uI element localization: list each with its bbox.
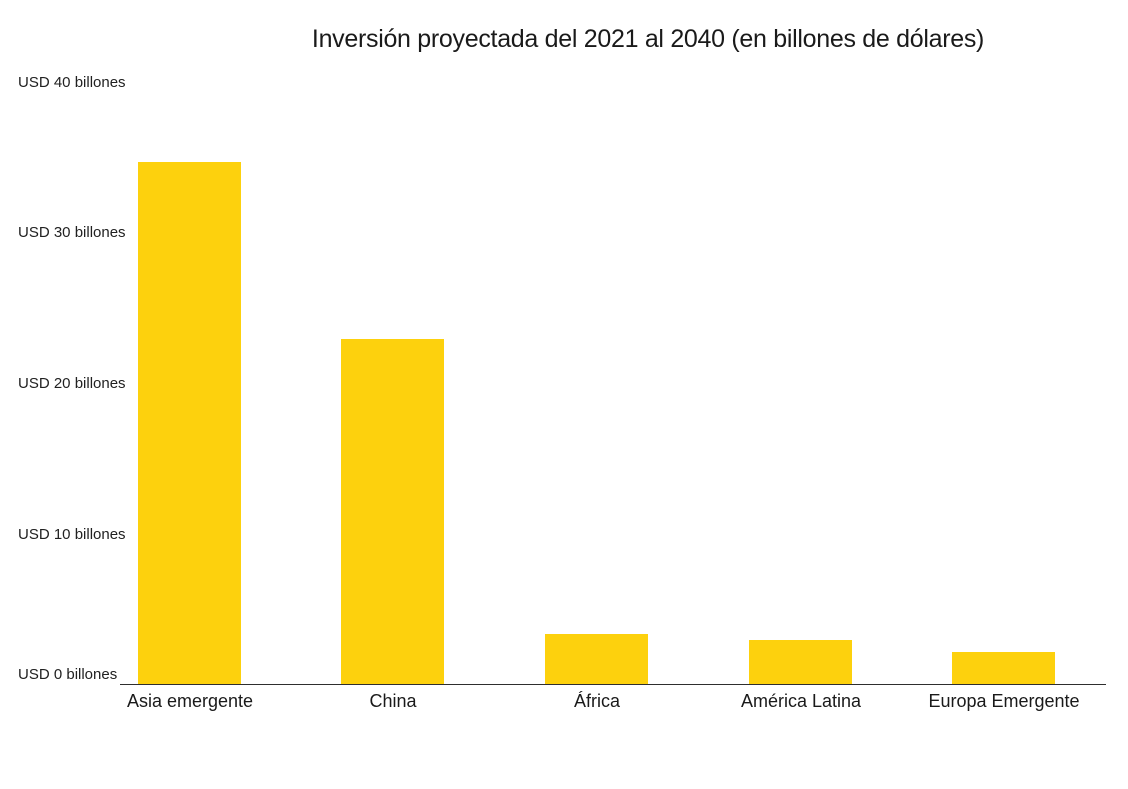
y-axis-tick-label-40: USD 40 billones xyxy=(18,74,126,91)
bar-china xyxy=(341,338,444,684)
bar-asia-emergente xyxy=(138,162,241,684)
chart-title: Inversión proyectada del 2021 al 2040 (e… xyxy=(311,25,985,53)
bar-america-latina xyxy=(749,640,852,684)
y-axis-tick-label-0: USD 0 billones xyxy=(18,666,118,683)
y-axis-tick-label-10: USD 10 billones xyxy=(18,526,126,543)
y-axis-tick-label-20: USD 20 billones xyxy=(18,375,126,392)
x-axis-label-europa-emergente: Europa Emergente xyxy=(928,691,1080,711)
y-axis-tick-label-30: USD 30 billones xyxy=(18,224,126,241)
x-axis-label-asia-emergente: Asia emergente xyxy=(126,691,254,711)
bar-africa xyxy=(545,634,648,684)
x-axis-label-america-latina: América Latina xyxy=(740,691,862,711)
x-axis-line xyxy=(120,683,1106,685)
plot-area xyxy=(120,81,1106,685)
bar-europa-emergente xyxy=(952,652,1055,684)
x-axis-label-africa: África xyxy=(573,691,620,711)
x-axis-label-china: China xyxy=(369,691,417,711)
